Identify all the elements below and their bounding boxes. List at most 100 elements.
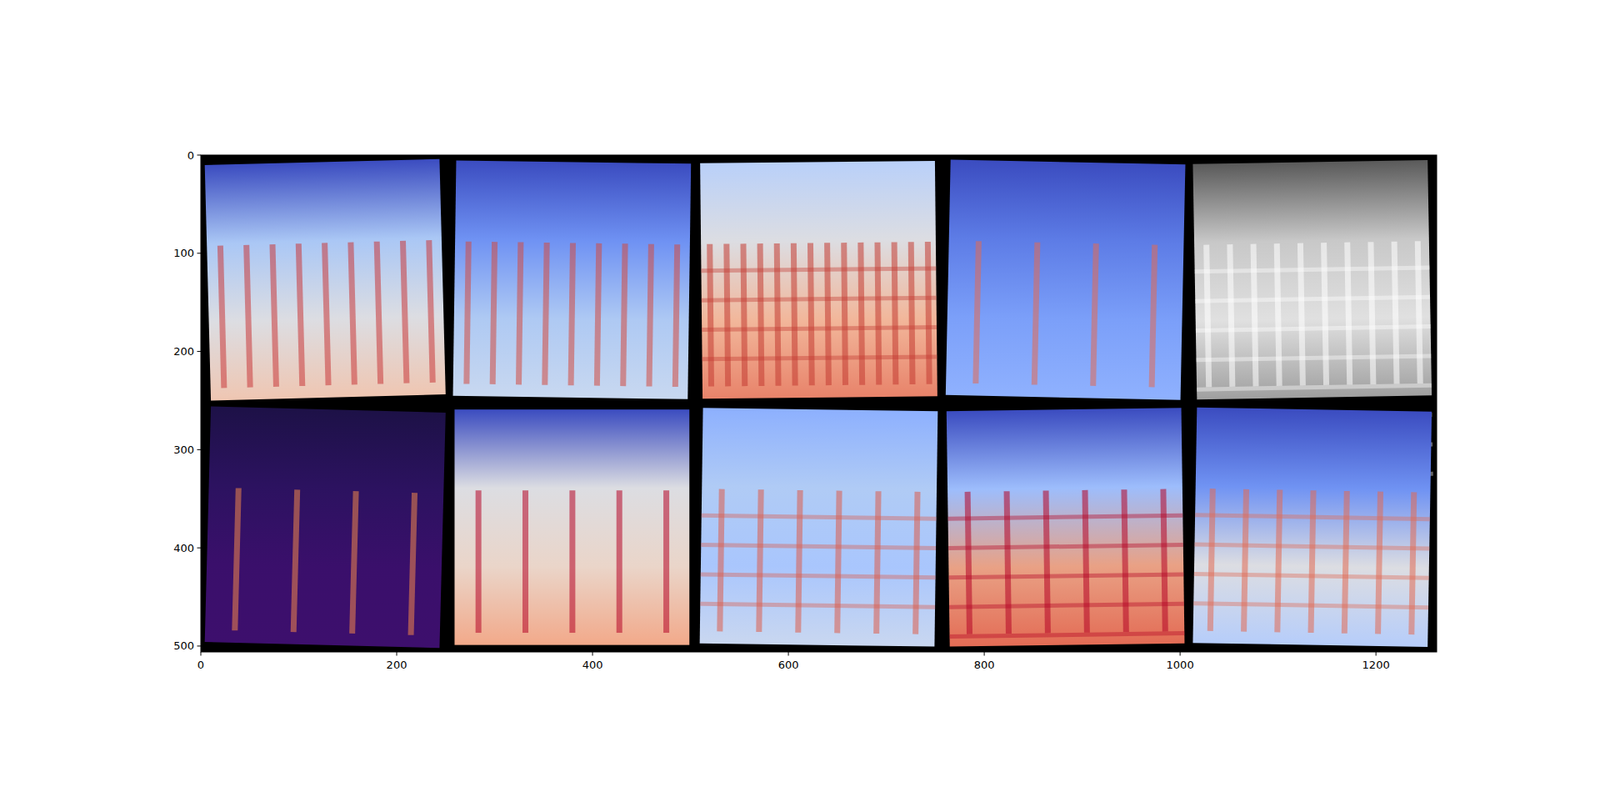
tile-streak <box>1004 490 1012 634</box>
tile-streak <box>347 242 357 385</box>
tile-band <box>1195 512 1430 521</box>
tile-streak <box>706 244 715 387</box>
tile-streak <box>1207 488 1216 631</box>
tile-streak <box>834 490 842 634</box>
tile-streak <box>1160 489 1168 632</box>
tile <box>205 406 446 649</box>
tile-band <box>1196 383 1432 392</box>
tile-streak <box>891 241 900 385</box>
y-tick-label: 100 <box>173 246 195 260</box>
y-tick <box>197 350 202 352</box>
tile-streak <box>972 240 982 384</box>
tile-band <box>1195 324 1431 333</box>
tile-streak <box>1320 242 1330 385</box>
tile-body <box>1192 160 1432 400</box>
tile-body <box>453 160 692 399</box>
tile-band <box>1195 353 1431 362</box>
tile-streak <box>965 491 973 635</box>
tile-streak <box>790 243 799 386</box>
tile <box>700 160 938 399</box>
tile-body <box>946 407 1185 646</box>
x-tick-label: 800 <box>974 658 995 671</box>
x-tick-label: 600 <box>778 658 800 671</box>
tile-streak <box>740 243 748 386</box>
x-tick <box>984 651 985 656</box>
image-background <box>200 155 1437 652</box>
tile-streak <box>672 244 680 387</box>
tile-streak <box>925 241 933 385</box>
y-tick-label: 400 <box>173 541 195 555</box>
tile-streak <box>568 242 576 385</box>
tile-streak <box>716 489 725 632</box>
tile-streak <box>755 489 764 632</box>
y-tick <box>197 155 202 156</box>
tile-band <box>948 542 1184 550</box>
tile-streak <box>295 243 305 386</box>
figure: 0200400600800100012000100200300400500 <box>0 0 1600 797</box>
tile-streak <box>408 492 418 635</box>
tile-streak <box>874 242 882 385</box>
tile-streak <box>475 490 482 633</box>
tile-streak <box>774 243 782 386</box>
x-tick <box>592 651 594 656</box>
tile-streak <box>912 491 920 635</box>
tile-streak <box>1043 490 1051 634</box>
tile-streak <box>1226 244 1235 387</box>
tile-streak <box>374 241 384 385</box>
tile-streak <box>1408 491 1417 635</box>
tile-band <box>949 601 1185 610</box>
tile-streak <box>824 242 832 385</box>
y-tick <box>197 252 202 254</box>
tile-streak <box>857 242 865 385</box>
tile-streak <box>723 244 731 387</box>
tile-band <box>701 325 937 332</box>
tile-streak <box>1090 243 1100 386</box>
tile <box>1192 407 1432 647</box>
tile-streak <box>515 242 524 385</box>
tile-streak <box>1149 245 1159 388</box>
tile-streak <box>463 241 471 385</box>
tile-body <box>700 407 939 646</box>
tile <box>945 159 1186 400</box>
tile-streak <box>620 243 628 386</box>
tile-streak <box>400 240 410 384</box>
tile-band <box>1195 295 1430 304</box>
tile-body <box>700 160 938 399</box>
tile-band <box>1194 542 1430 551</box>
y-tick-label: 300 <box>173 443 195 456</box>
x-tick <box>1180 651 1181 656</box>
tile-band <box>701 513 937 521</box>
tile-streak <box>1031 242 1041 385</box>
tile-streak <box>541 242 550 385</box>
x-tick <box>788 651 790 656</box>
tile-streak <box>1415 240 1424 384</box>
tile-streak <box>243 245 253 388</box>
tile <box>205 159 446 401</box>
tile-band <box>701 295 937 303</box>
tile-streak <box>1250 244 1260 387</box>
x-tick-label: 0 <box>197 658 205 671</box>
tile-streak <box>522 490 529 633</box>
tile-streak <box>1375 491 1384 635</box>
x-tick-label: 1000 <box>1166 658 1195 671</box>
tile-streak <box>1297 243 1306 386</box>
tile-streak <box>569 490 575 633</box>
tile-streak <box>1341 490 1350 634</box>
tile-band <box>700 571 936 580</box>
tile-band <box>700 601 935 610</box>
tile-band <box>1193 600 1429 610</box>
tile-band <box>948 513 1184 521</box>
tile-streak <box>663 490 670 633</box>
y-tick <box>197 645 202 646</box>
tile-streak <box>1120 489 1129 632</box>
tile-streak <box>757 243 765 386</box>
axes-frame <box>200 155 1437 652</box>
tile-streak <box>1308 490 1317 633</box>
tile-band <box>949 571 1185 580</box>
x-tick <box>396 651 398 656</box>
tile-streak <box>217 245 227 389</box>
tile <box>453 160 692 399</box>
tile-band <box>1194 571 1430 580</box>
tile-streak <box>1081 490 1090 633</box>
tile <box>454 409 690 645</box>
